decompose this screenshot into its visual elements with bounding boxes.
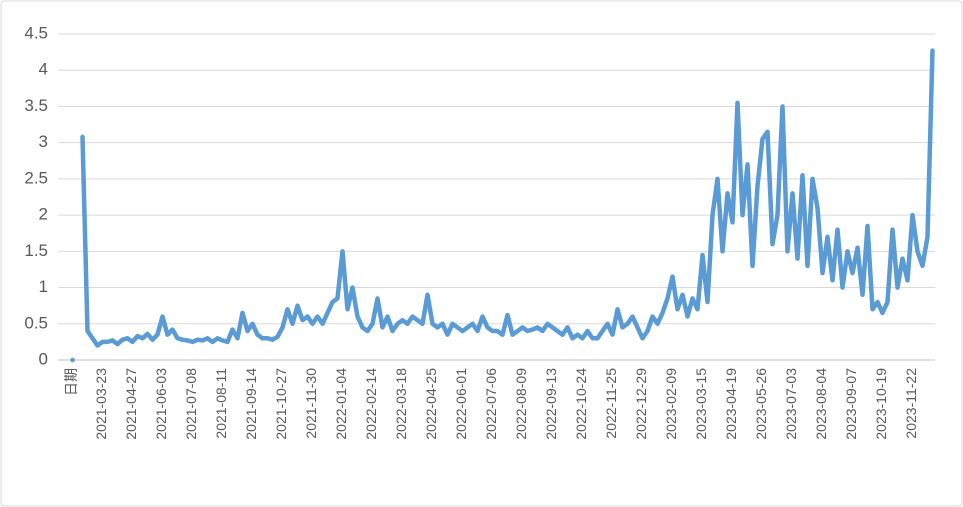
x-tick-label: 2021-09-14 (243, 368, 259, 440)
y-tick-label: 1 (39, 277, 48, 296)
x-tick-label: 2022-04-25 (423, 368, 439, 440)
x-tick-label: 2022-01-04 (333, 368, 349, 440)
x-tick-label: 2023-02-09 (663, 368, 679, 440)
y-tick-label: 3.5 (24, 96, 48, 115)
x-tick-label: 2021-08-11 (213, 368, 229, 439)
x-tick-label: 2023-11-22 (903, 368, 919, 439)
x-tick-label: 2021-06-03 (153, 368, 169, 440)
x-tick-label: 2023-07-03 (783, 368, 799, 440)
x-tick-label: 2022-03-18 (393, 368, 409, 440)
x-tick-label: 2022-06-01 (453, 368, 469, 440)
y-tick-label: 1.5 (24, 241, 48, 260)
y-tick-label: 4.5 (24, 23, 48, 42)
x-tick-label: 2023-10-19 (873, 368, 889, 440)
x-tick-label: 2021-03-23 (93, 368, 109, 440)
x-tick-label: 2022-08-09 (513, 368, 529, 440)
y-tick-label: 2 (39, 205, 48, 224)
x-tick-label: 2021-04-27 (123, 368, 139, 440)
x-tick-label: 2022-12-29 (633, 368, 649, 440)
x-tick-label: 2023-05-26 (753, 368, 769, 440)
x-tick-label: 2023-08-04 (813, 368, 829, 440)
y-tick-label: 4 (39, 60, 48, 79)
x-tick-label: 2021-10-27 (273, 368, 289, 440)
y-tick-label: 2.5 (24, 168, 48, 187)
y-tick-label: 0.5 (24, 313, 48, 332)
data-line (70, 48, 935, 363)
y-tick-label: 3 (39, 132, 48, 151)
x-tick-label: 2023-03-15 (693, 368, 709, 440)
x-tick-label: 2021-07-08 (183, 368, 199, 440)
y-tick-label: 0 (39, 349, 48, 368)
x-tick-label: 日期 (63, 368, 79, 396)
x-tick-label: 2023-04-19 (723, 368, 739, 440)
x-tick-label: 2022-07-06 (483, 368, 499, 440)
x-tick-label: 2022-10-24 (573, 368, 589, 440)
x-tick-label: 2022-11-25 (603, 368, 619, 439)
x-tick-label: 2021-11-30 (303, 368, 319, 439)
x-tick-label: 2022-02-14 (363, 368, 379, 440)
x-tick-label: 2022-09-13 (543, 368, 559, 440)
x-tick-label: 2023-09-07 (843, 368, 859, 440)
